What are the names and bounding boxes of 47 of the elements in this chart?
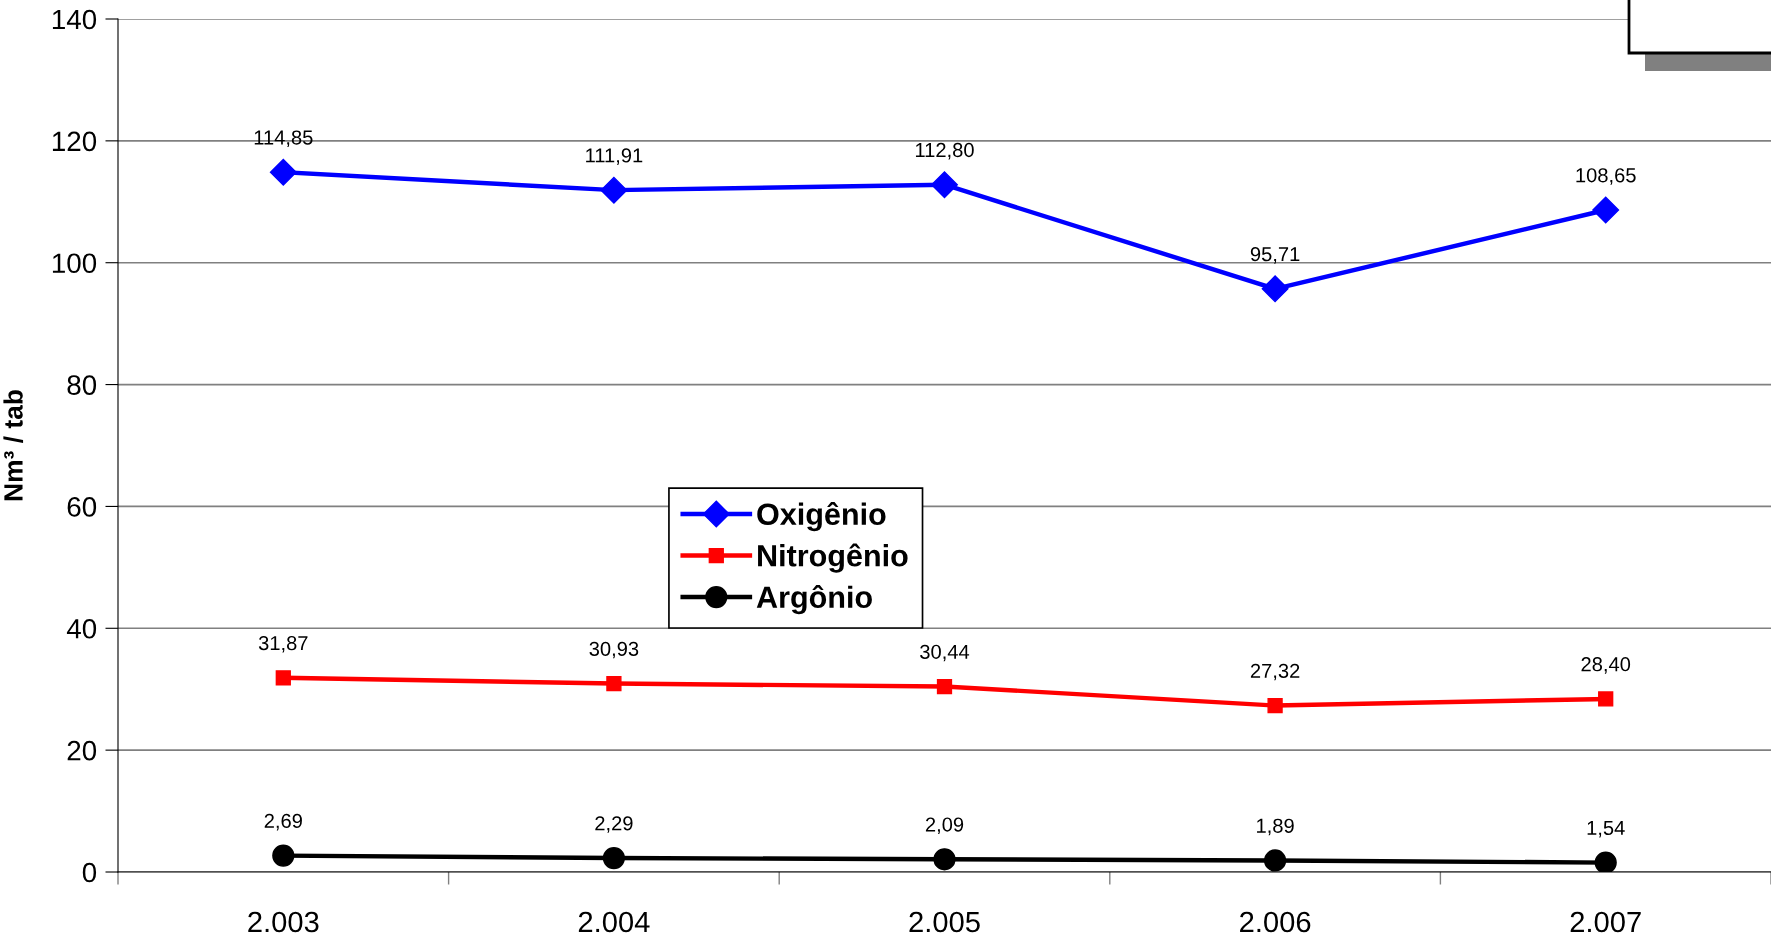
x-tick-label: 2.006 bbox=[1240, 911, 1311, 933]
point bbox=[275, 670, 291, 686]
y-tick-label: 120 bbox=[52, 131, 97, 152]
legend-label: Oxigênio bbox=[757, 501, 886, 532]
point bbox=[1261, 275, 1289, 303]
point bbox=[1263, 849, 1287, 872]
data-label: 2,29 bbox=[595, 816, 633, 833]
y-tick-label: 80 bbox=[67, 375, 97, 395]
x-tick-label: 2.005 bbox=[909, 911, 980, 933]
data-label: 31,87 bbox=[258, 635, 308, 653]
data-label: 1,89 bbox=[1257, 818, 1294, 836]
y-tick-label: 60 bbox=[67, 497, 97, 517]
x-tick-label: 2.007 bbox=[1570, 911, 1641, 933]
data-label: 112,80 bbox=[915, 142, 974, 160]
point bbox=[1267, 697, 1283, 714]
y-axis-title: Nm³ / tab bbox=[3, 390, 24, 501]
data-label: 114,85 bbox=[254, 130, 313, 148]
point bbox=[606, 675, 622, 692]
y-tick-label: 140 bbox=[52, 9, 97, 30]
point bbox=[1592, 196, 1620, 224]
data-label: 108,65 bbox=[1576, 168, 1636, 185]
point bbox=[602, 846, 626, 870]
point bbox=[269, 158, 297, 186]
data-label: 30,44 bbox=[920, 644, 970, 662]
data-label: 1,54 bbox=[1587, 820, 1625, 838]
legend-label: Argônio bbox=[756, 584, 872, 615]
x-tick-label: 2.004 bbox=[578, 911, 650, 933]
point bbox=[933, 848, 956, 871]
point bbox=[1598, 691, 1614, 707]
point bbox=[1594, 851, 1617, 872]
data-label: 95,71 bbox=[1250, 247, 1300, 264]
point bbox=[936, 678, 953, 695]
y-tick-label: 20 bbox=[67, 740, 97, 761]
point bbox=[600, 176, 628, 204]
point bbox=[931, 171, 958, 199]
data-label: 2,69 bbox=[264, 813, 302, 831]
data-label: 30,93 bbox=[589, 641, 639, 659]
y-tick-label: 0 bbox=[82, 862, 97, 883]
y-tick-label: 40 bbox=[66, 618, 97, 639]
legend-label: Nitrogênio bbox=[758, 543, 908, 573]
x-tick-label: 2.003 bbox=[248, 911, 319, 933]
data-label: 111,91 bbox=[586, 148, 643, 165]
data-label: 2,09 bbox=[925, 817, 964, 835]
y-tick-label: 100 bbox=[52, 253, 97, 274]
data-label: 28,40 bbox=[1581, 657, 1631, 674]
point bbox=[272, 844, 295, 867]
data-label: 27,32 bbox=[1250, 663, 1300, 681]
